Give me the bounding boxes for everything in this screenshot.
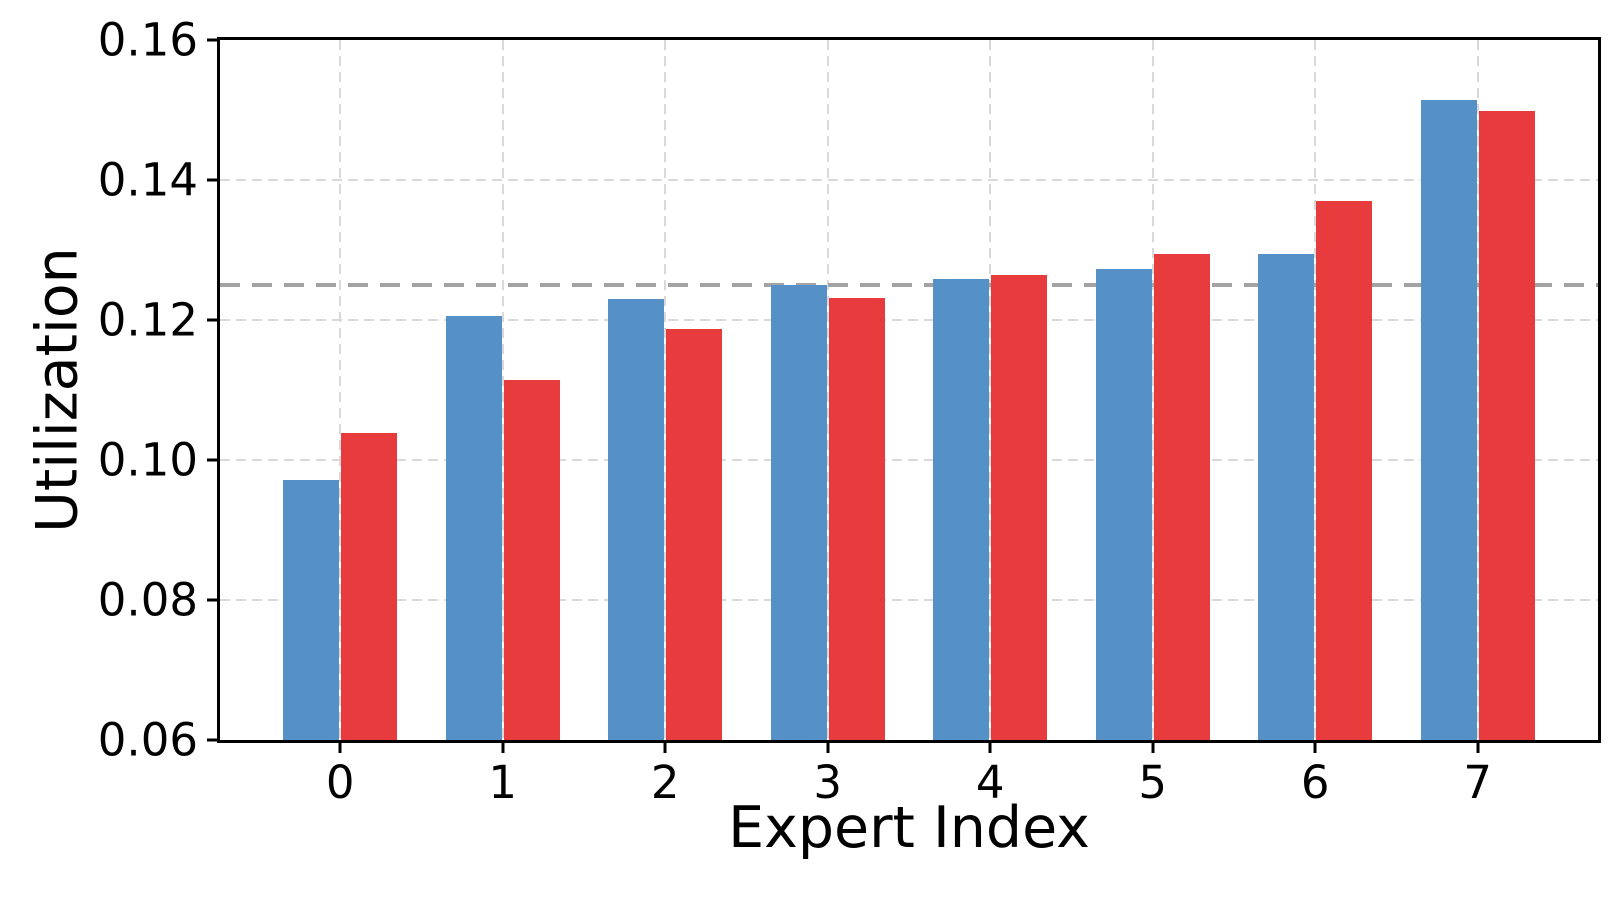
x-tickmark — [501, 743, 505, 753]
x-tick-label: 6 — [1300, 756, 1330, 809]
y-gridline — [220, 599, 1598, 601]
x-tickmark — [338, 743, 342, 753]
y-tick-label: 0.06 — [97, 713, 198, 767]
x-tickmark — [663, 743, 667, 753]
y-tickmark — [207, 458, 217, 462]
x-tickmark — [988, 743, 992, 753]
bar-red-0 — [341, 432, 398, 740]
y-tickmark — [207, 598, 217, 602]
bar-blue-2 — [608, 299, 665, 740]
x-axis-title: Expert Index — [728, 795, 1090, 861]
bar-red-2 — [666, 329, 723, 740]
x-tick-label: 0 — [325, 756, 355, 809]
x-tickmark — [1151, 743, 1155, 753]
x-tick-label: 2 — [650, 756, 680, 809]
x-gridline — [1314, 40, 1317, 740]
bar-blue-0 — [283, 479, 340, 740]
bar-red-7 — [1478, 110, 1535, 740]
y-tickmark — [207, 318, 217, 322]
reference-line — [220, 283, 1598, 287]
x-gridline — [1476, 40, 1479, 740]
y-tick-label: 0.16 — [97, 13, 198, 67]
bar-blue-3 — [770, 285, 827, 740]
y-tickmark — [207, 738, 217, 742]
plot-area: 0.06 0.08 0.10 0.12 0.14 0.16 0 1 2 3 4 5 6 7 — [98, 18, 1601, 805]
x-gridline — [501, 40, 504, 740]
x-tickmark — [1476, 743, 1480, 753]
bar-red-6 — [1316, 201, 1373, 740]
x-gridline — [989, 40, 992, 740]
bar-blue-5 — [1095, 268, 1152, 740]
x-tick-label: 1 — [488, 756, 518, 809]
x-gridline — [339, 40, 342, 740]
y-tick-label: 0.08 — [97, 573, 198, 627]
bar-red-1 — [503, 379, 560, 740]
x-gridline — [664, 40, 667, 740]
bar-blue-1 — [445, 315, 502, 740]
x-gridline — [1151, 40, 1154, 740]
x-tick-label: 7 — [1463, 756, 1493, 809]
y-gridline — [220, 459, 1598, 461]
x-tick-label: 4 — [975, 756, 1005, 809]
x-tickmark — [1313, 743, 1317, 753]
y-gridline — [220, 319, 1598, 321]
y-tick-label: 0.14 — [97, 153, 198, 207]
y-gridline — [220, 179, 1598, 181]
y-axis-title: Utilization — [24, 247, 91, 533]
x-tick-label: 5 — [1138, 756, 1168, 809]
x-tickmark — [826, 743, 830, 753]
bar-red-5 — [1153, 254, 1210, 740]
x-gridline — [826, 40, 829, 740]
y-tickmark — [207, 178, 217, 182]
bar-blue-7 — [1420, 100, 1477, 740]
bar-red-4 — [991, 275, 1048, 740]
bar-blue-6 — [1258, 253, 1315, 740]
y-tickmark — [207, 38, 217, 42]
y-tick-label: 0.12 — [97, 293, 198, 347]
y-tick-label: 0.10 — [97, 433, 198, 487]
bar-blue-4 — [933, 278, 990, 740]
bar-red-3 — [828, 297, 885, 740]
x-tick-label: 3 — [813, 756, 843, 809]
